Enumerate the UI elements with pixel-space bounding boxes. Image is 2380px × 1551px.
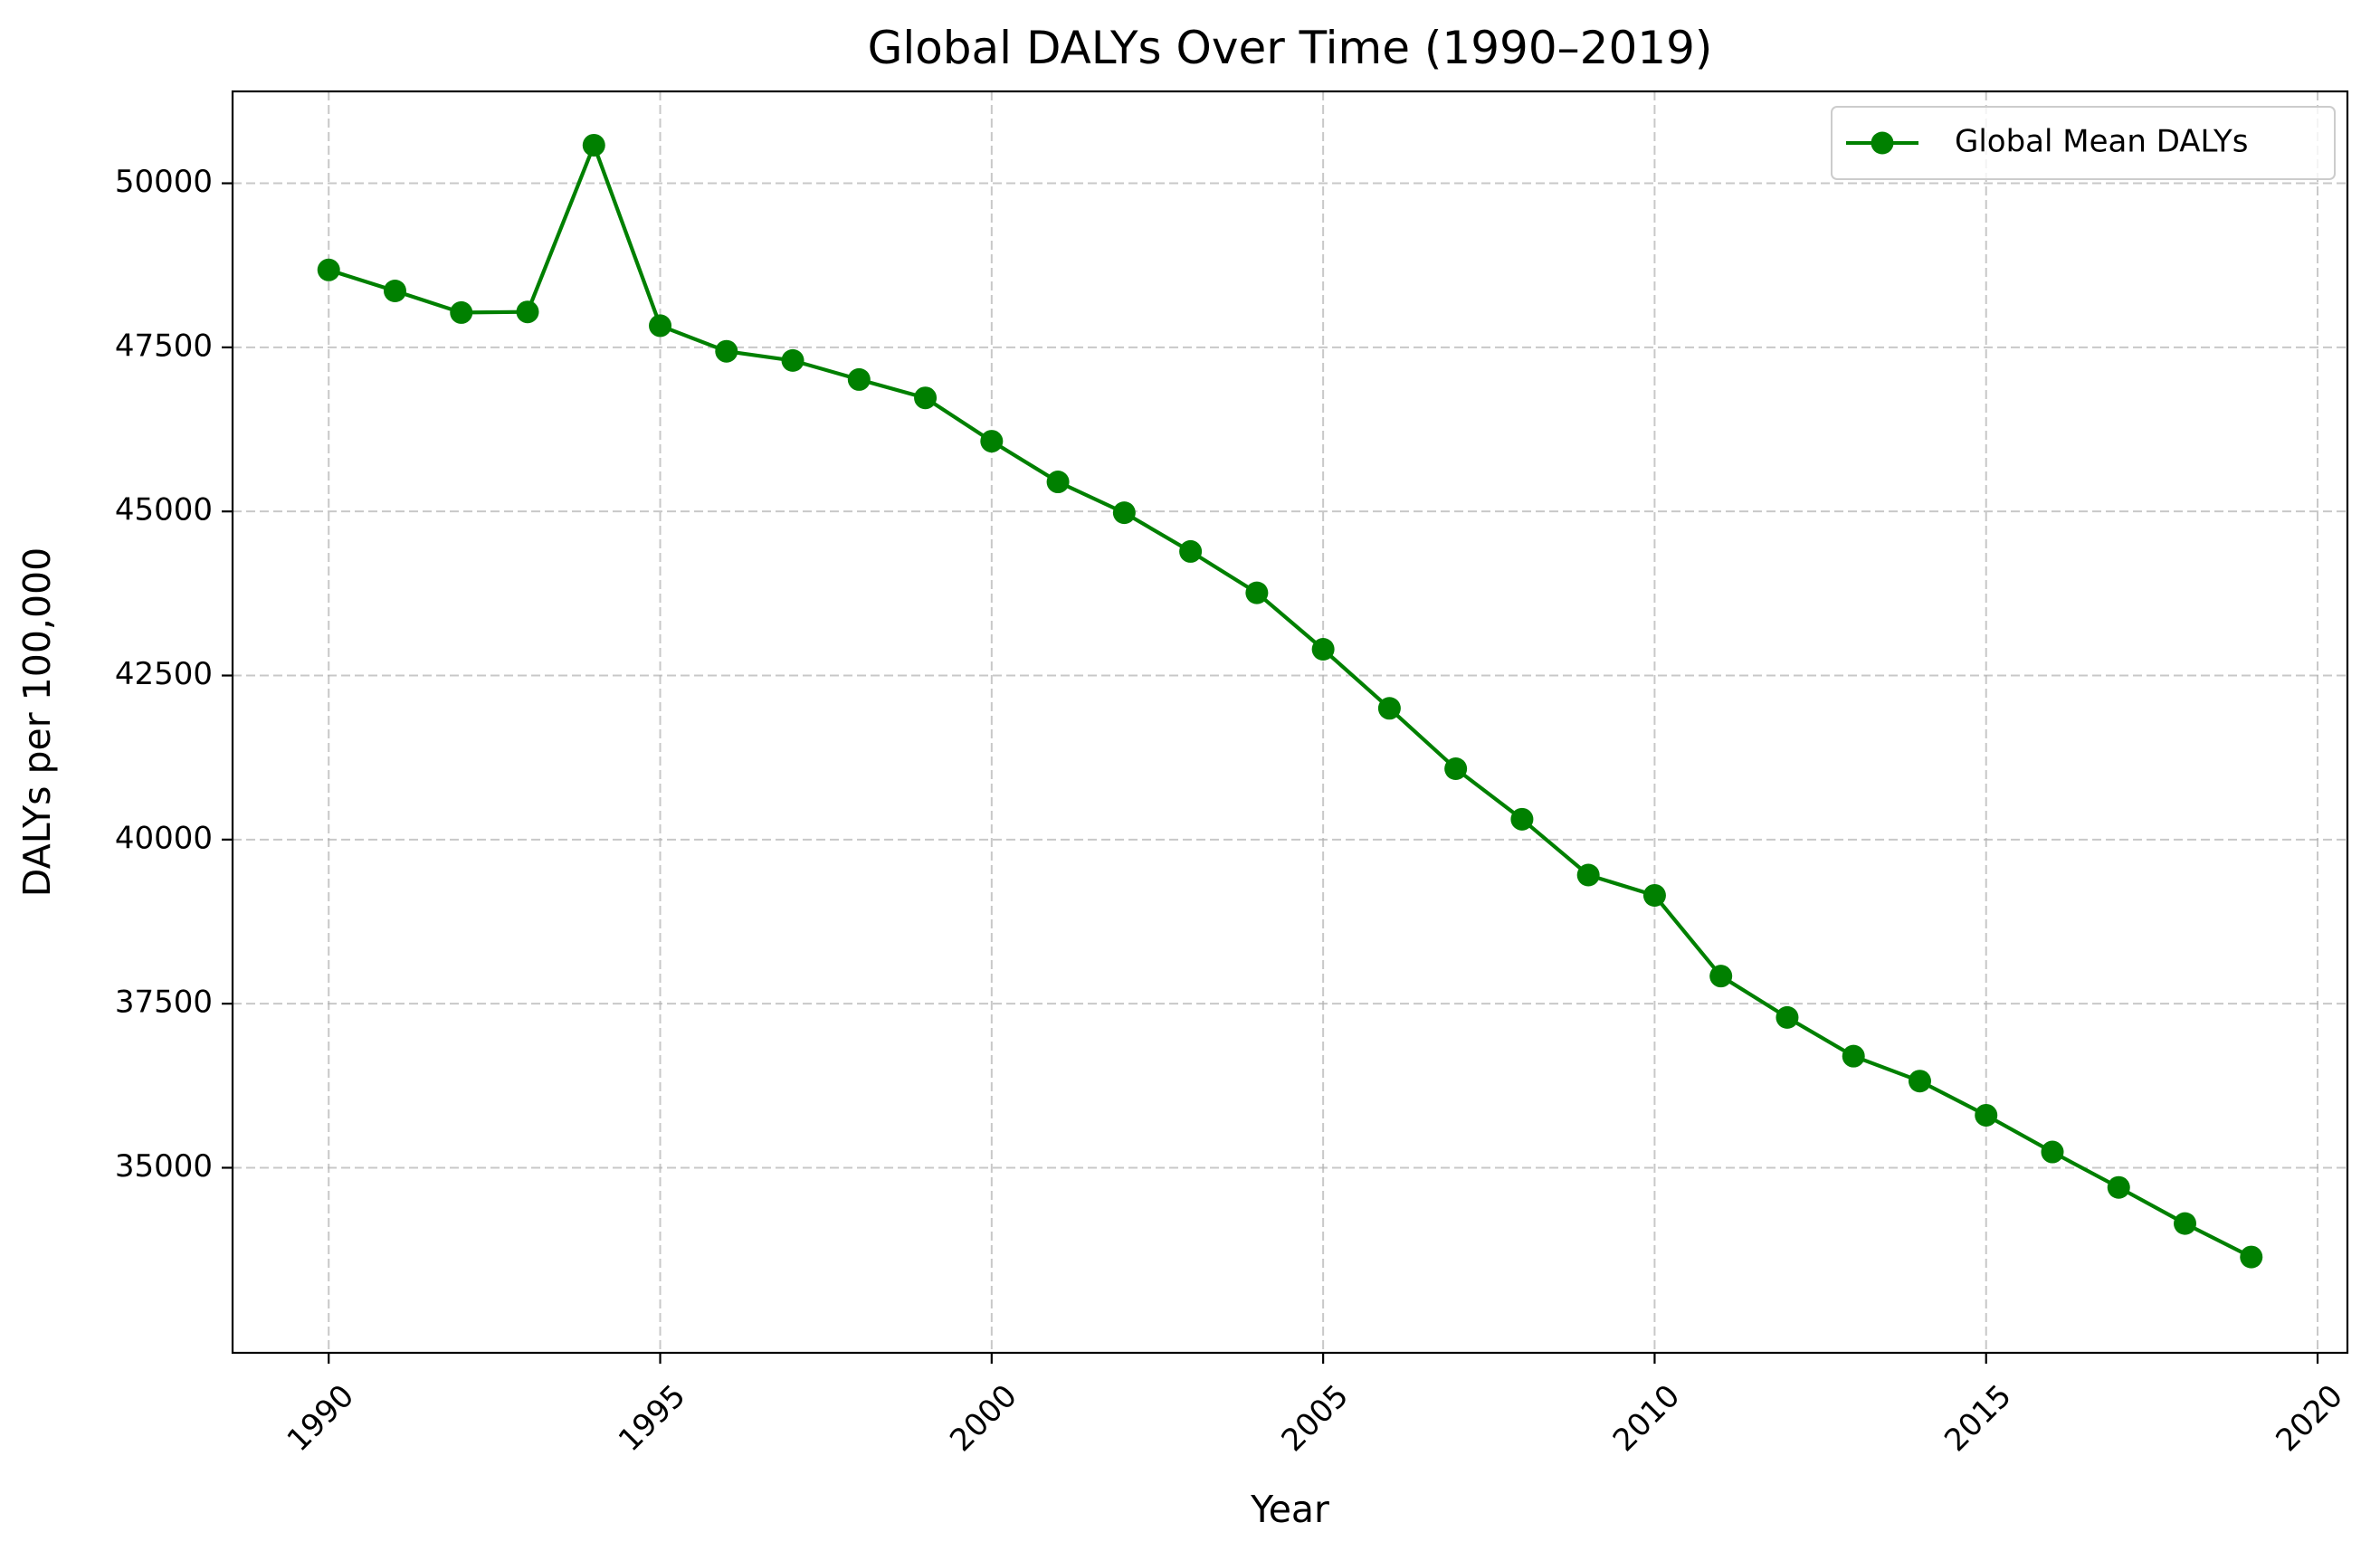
data-point-marker (1510, 807, 1534, 831)
plot-frame (231, 90, 2349, 1355)
chart-title: Global DALYs Over Time (1990–2019) (868, 22, 1713, 74)
data-point-marker (2107, 1175, 2130, 1199)
data-point-marker (2041, 1140, 2064, 1164)
y-tick-label: 50000 (115, 164, 213, 200)
y-tick-label: 42500 (115, 656, 213, 692)
data-point-marker (2240, 1245, 2263, 1269)
data-point-marker (1311, 637, 1335, 661)
data-point-marker (1975, 1103, 1998, 1127)
data-point-marker (516, 300, 539, 324)
data-point-marker (582, 133, 605, 157)
y-tick-label: 40000 (115, 820, 213, 856)
y-tick-label: 45000 (115, 492, 213, 528)
data-point-marker (847, 367, 871, 391)
data-point-marker (383, 279, 406, 302)
data-point-marker (317, 258, 340, 281)
legend-label: Global Mean DALYs (1955, 124, 2248, 160)
series-layer (317, 133, 2263, 1269)
data-point-marker (2174, 1212, 2197, 1235)
data-point-marker (914, 386, 938, 410)
data-point-marker (1842, 1044, 1865, 1068)
data-point-marker (1576, 863, 1600, 887)
y-tick-label: 47500 (115, 328, 213, 364)
data-point-marker (1709, 965, 1733, 988)
data-point-marker (1046, 471, 1070, 494)
data-point-marker (1179, 539, 1203, 563)
legend-marker-swatch (1871, 131, 1894, 155)
y-axis-title: DALYs per 100,000 (15, 547, 59, 897)
data-point-marker (781, 348, 804, 372)
y-tick-label: 37500 (115, 985, 213, 1021)
series-line (327, 143, 2253, 1260)
data-point-marker (1377, 697, 1401, 720)
data-point-marker (450, 300, 473, 324)
data-point-marker (1642, 883, 1666, 907)
data-point-marker (715, 339, 738, 363)
grid-lines (233, 91, 2347, 1353)
legend-box (1831, 106, 2336, 180)
data-point-marker (649, 314, 672, 338)
data-point-marker (1245, 581, 1269, 604)
x-axis-title: Year (1250, 1488, 1329, 1531)
data-point-marker (1112, 501, 1136, 525)
data-point-marker (980, 430, 1004, 453)
data-point-marker (1775, 1005, 1799, 1029)
y-tick-label: 35000 (115, 1148, 213, 1185)
legend: Global Mean DALYs (1831, 106, 2336, 180)
data-point-marker (1444, 756, 1468, 780)
data-point-marker (1908, 1070, 1931, 1093)
